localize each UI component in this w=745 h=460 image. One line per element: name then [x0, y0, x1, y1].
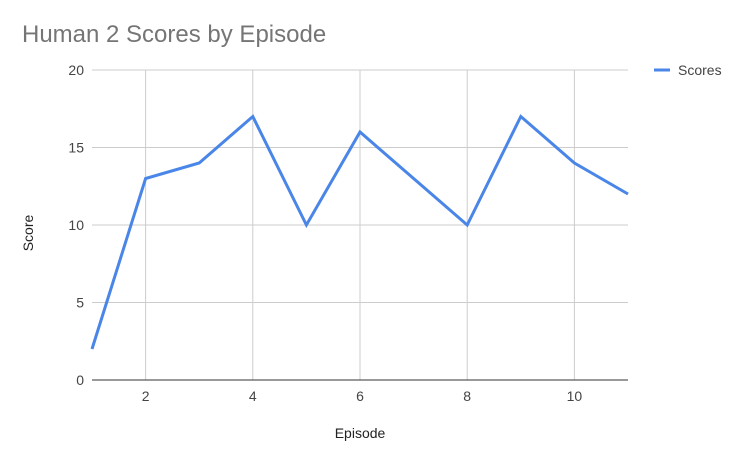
x-tick-label: 8	[463, 388, 471, 404]
y-tick-label: 5	[76, 295, 84, 311]
x-tick-label: 2	[142, 388, 150, 404]
y-tick-label: 0	[76, 372, 84, 388]
legend: Scores	[654, 62, 722, 78]
gridlines	[92, 69, 628, 380]
series-line-scores	[90, 114, 629, 350]
x-axis-label: Episode	[335, 425, 386, 441]
series-layer	[90, 114, 629, 350]
y-axis-label: Score	[20, 215, 36, 252]
x-tick-label: 10	[567, 388, 583, 404]
x-tick-label: 6	[356, 388, 364, 404]
y-tick-label: 20	[68, 62, 84, 78]
y-tick-label: 10	[68, 217, 84, 233]
legend-label-scores: Scores	[678, 62, 722, 78]
tick-labels: 0 5 10 15 20 2 4 6 8 10	[68, 62, 582, 404]
x-tick-label: 4	[249, 388, 257, 404]
y-tick-label: 15	[68, 140, 84, 156]
chart-title: Human 2 Scores by Episode	[22, 21, 326, 48]
